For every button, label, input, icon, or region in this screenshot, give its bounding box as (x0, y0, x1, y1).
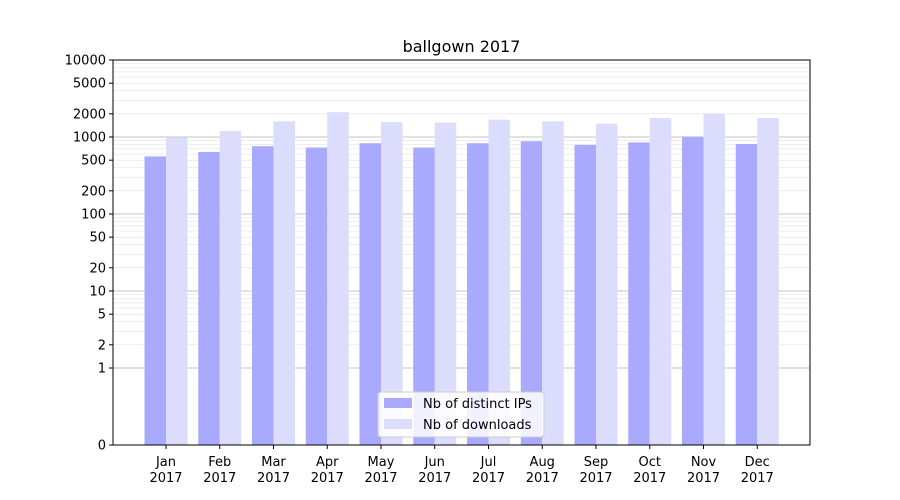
bar-downloads (703, 113, 725, 445)
bars (144, 112, 779, 446)
y-tick-label: 1000 (73, 131, 106, 146)
bar-distinct-ips (735, 144, 758, 446)
x-tick-label: Oct 2017 (633, 455, 666, 486)
bar-downloads (649, 118, 672, 446)
y-tick-label: 200 (81, 184, 106, 199)
y-tick-label: 5000 (73, 77, 106, 92)
bar-downloads (596, 123, 618, 445)
bar-downloads (273, 121, 295, 445)
legend-label: Nb of distinct IPs (423, 397, 532, 412)
bar-downloads (219, 131, 242, 446)
bar-distinct-ips (467, 143, 489, 445)
bar-distinct-ips (198, 151, 220, 446)
plot-frame (112, 59, 811, 446)
x-tick-label: Jul 2017 (472, 455, 505, 486)
y-tick-label: 2 (98, 338, 106, 353)
bar-distinct-ips (252, 146, 274, 445)
x-tick-label: May 2017 (364, 455, 397, 486)
x-tick-label: Jun 2017 (418, 455, 451, 486)
bar-distinct-ips (413, 147, 435, 445)
y-tick-label: 100 (81, 208, 106, 223)
y-tick-label: 500 (81, 154, 106, 169)
x-tick-label: Aug 2017 (526, 455, 559, 486)
bar-distinct-ips (682, 136, 704, 446)
x-tick-label: Sep 2017 (579, 455, 612, 486)
y-tick-label: 5 (98, 308, 106, 323)
bar-downloads (327, 112, 349, 445)
bar-distinct-ips (520, 141, 543, 445)
legend-swatch (384, 419, 412, 429)
x-tick-label: Mar 2017 (257, 455, 290, 486)
bar-downloads (542, 121, 564, 445)
bar-distinct-ips (359, 143, 381, 445)
bar-distinct-ips (574, 144, 596, 445)
bar-downloads (757, 118, 779, 446)
y-tick-label: 0 (98, 439, 106, 454)
y-tick-label: 1 (98, 362, 106, 377)
x-tick-label: Jan 2017 (149, 455, 182, 486)
x-tick-label: Apr 2017 (311, 455, 344, 486)
x-tick-label: Feb 2017 (203, 455, 236, 486)
bar-distinct-ips (305, 147, 328, 445)
legend-swatch (384, 398, 412, 408)
bar-downloads (434, 122, 457, 445)
chart-title: ballgown 2017 (403, 37, 521, 56)
y-tick-label: 50 (89, 231, 106, 246)
bar-distinct-ips (628, 142, 650, 445)
legend: Nb of distinct IPs Nb of downloads (377, 391, 545, 438)
x-axis: Jan 2017 Feb 2017 Mar 2017 Apr 2017 May 2017 Jun 20… (149, 445, 774, 486)
y-tick-label: 10000 (65, 54, 106, 69)
x-tick-label: Dec 2017 (741, 455, 774, 486)
bar-downloads (488, 119, 510, 445)
y-tick-label: 2000 (73, 107, 106, 122)
y-tick-label: 20 (89, 261, 106, 276)
bar-distinct-ips (144, 156, 166, 445)
x-tick-label: Nov 2017 (687, 455, 720, 486)
legend-box (377, 391, 545, 438)
y-axis: 0 1 2 5 10 20 50 100 200 500 1000 2000 5000 10000 (65, 54, 113, 454)
bar-downloads (166, 137, 188, 445)
y-tick-label: 10 (89, 285, 106, 300)
bar-downloads (381, 122, 403, 446)
legend-label: Nb of downloads (423, 418, 532, 433)
